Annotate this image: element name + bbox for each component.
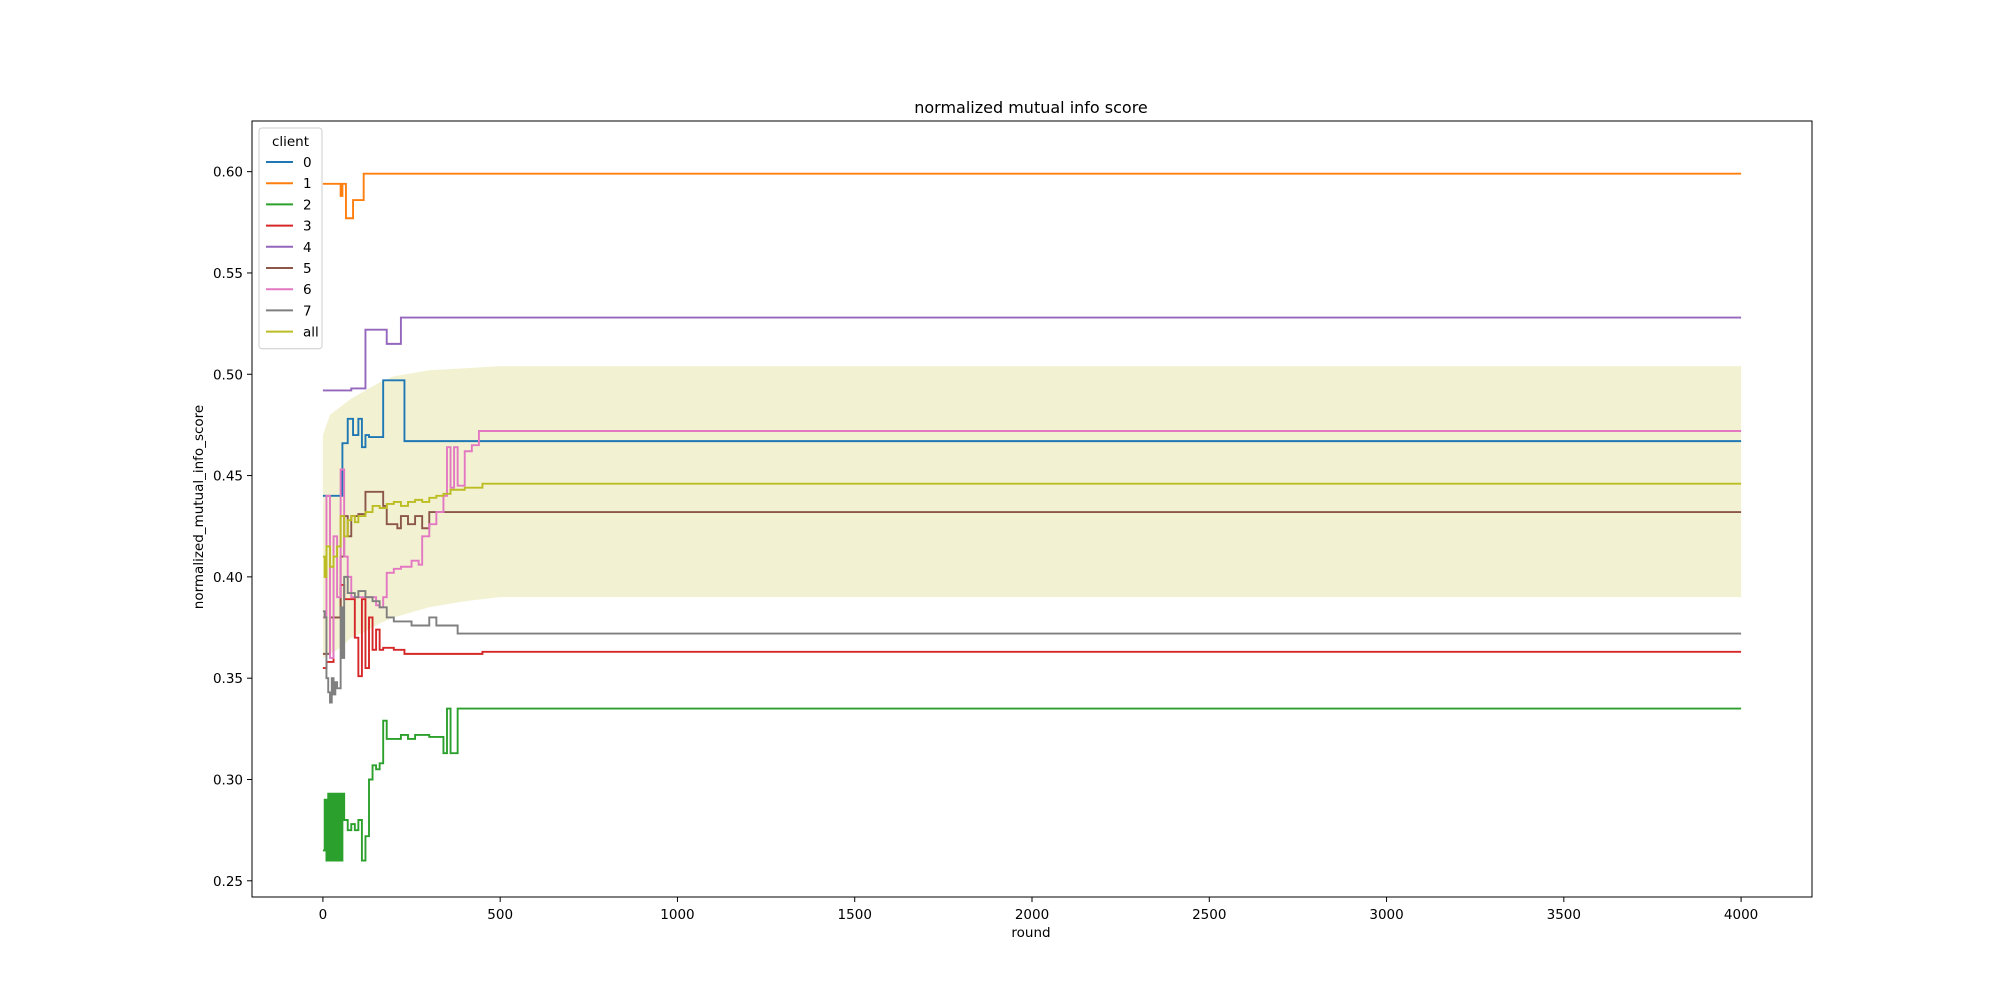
series-line-0	[322, 379, 1742, 497]
x-tick-label: 500	[487, 907, 513, 923]
y-tick-label: 0.45	[213, 469, 243, 485]
legend-label-2: 2	[303, 197, 312, 213]
x-tick-label: 3000	[1369, 907, 1403, 923]
legend-label-0: 0	[303, 155, 312, 171]
legend-label-6: 6	[303, 282, 312, 298]
legend-label-1: 1	[303, 176, 312, 192]
x-tick-label: 0	[319, 907, 328, 923]
series-line-3	[322, 584, 1742, 678]
legend-label-all: all	[303, 325, 319, 341]
legend-label-5: 5	[303, 261, 312, 277]
legend-label-7: 7	[303, 303, 312, 319]
x-tick-label: 3500	[1547, 907, 1581, 923]
y-axis-label: normalized_mutual_info_score	[191, 405, 207, 609]
series-line-2	[322, 707, 1742, 862]
y-tick-label: 0.35	[213, 671, 243, 687]
y-tick-label: 0.55	[213, 266, 243, 282]
x-tick-label: 1000	[660, 907, 694, 923]
y-tick-label: 0.60	[213, 165, 243, 181]
plot-area	[322, 172, 1742, 862]
plot-content	[322, 172, 1742, 862]
chart-title: normalized mutual info score	[914, 98, 1148, 117]
x-tick-label: 1500	[838, 907, 872, 923]
x-tick-label: 2000	[1015, 907, 1049, 923]
series-line-all	[322, 482, 1742, 578]
series-line-1	[322, 172, 1742, 220]
legend: client 0 1 2 3 4 5 6 7 all	[258, 127, 323, 350]
y-tick-label: 0.40	[213, 570, 243, 586]
y-tick-label: 0.25	[213, 874, 243, 890]
x-tick-label: 2500	[1192, 907, 1226, 923]
x-axis-label: round	[1011, 925, 1050, 941]
legend-label-3: 3	[303, 219, 312, 235]
series-line-7	[322, 575, 1742, 704]
series-line-4	[322, 316, 1742, 392]
legend-label-4: 4	[303, 240, 312, 256]
y-tick-label: 0.30	[213, 772, 243, 788]
axes: 0 500 1000 1500 2000 2500 3000 3500 4000 0.25 0.30…	[213, 120, 1813, 923]
y-tick-label: 0.50	[213, 367, 243, 383]
legend-title: client	[272, 134, 309, 150]
x-tick-label: 4000	[1724, 907, 1758, 923]
